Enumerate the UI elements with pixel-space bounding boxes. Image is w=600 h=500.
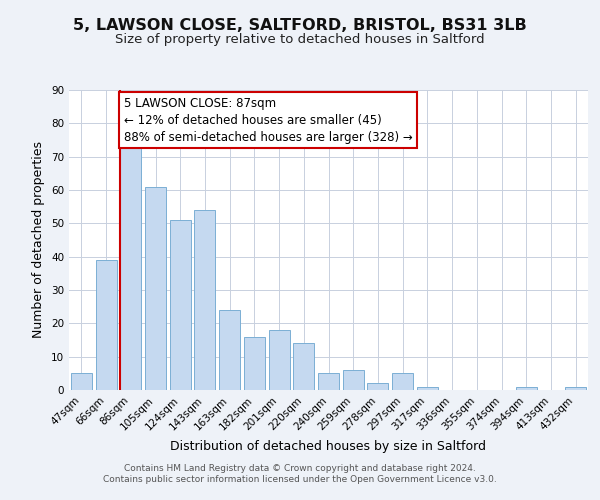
Bar bbox=[170, 220, 191, 390]
Bar bbox=[318, 374, 339, 390]
Bar bbox=[120, 144, 141, 390]
Bar bbox=[343, 370, 364, 390]
Text: Contains HM Land Registry data © Crown copyright and database right 2024.: Contains HM Land Registry data © Crown c… bbox=[124, 464, 476, 473]
Bar bbox=[417, 386, 438, 390]
Bar bbox=[269, 330, 290, 390]
X-axis label: Distribution of detached houses by size in Saltford: Distribution of detached houses by size … bbox=[170, 440, 487, 453]
Text: 5, LAWSON CLOSE, SALTFORD, BRISTOL, BS31 3LB: 5, LAWSON CLOSE, SALTFORD, BRISTOL, BS31… bbox=[73, 18, 527, 32]
Text: Contains public sector information licensed under the Open Government Licence v3: Contains public sector information licen… bbox=[103, 475, 497, 484]
Bar bbox=[219, 310, 240, 390]
Bar bbox=[145, 186, 166, 390]
Bar bbox=[95, 260, 116, 390]
Text: 5 LAWSON CLOSE: 87sqm
← 12% of detached houses are smaller (45)
88% of semi-deta: 5 LAWSON CLOSE: 87sqm ← 12% of detached … bbox=[124, 96, 413, 144]
Bar bbox=[194, 210, 215, 390]
Bar bbox=[392, 374, 413, 390]
Y-axis label: Number of detached properties: Number of detached properties bbox=[32, 142, 46, 338]
Bar bbox=[565, 386, 586, 390]
Bar bbox=[293, 344, 314, 390]
Bar bbox=[367, 384, 388, 390]
Bar bbox=[71, 374, 92, 390]
Bar bbox=[244, 336, 265, 390]
Text: Size of property relative to detached houses in Saltford: Size of property relative to detached ho… bbox=[115, 32, 485, 46]
Bar bbox=[516, 386, 537, 390]
